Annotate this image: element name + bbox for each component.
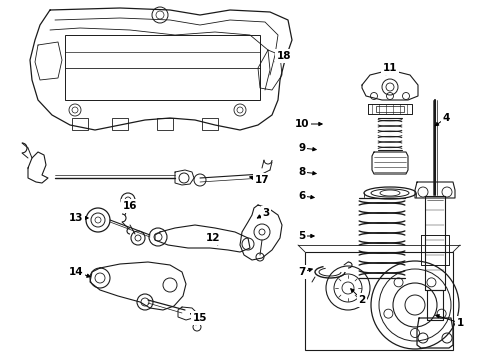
Text: 11: 11 [383,63,397,73]
Text: 8: 8 [298,167,306,177]
Text: 6: 6 [298,191,306,201]
Text: 12: 12 [206,233,220,243]
Text: 18: 18 [277,51,291,61]
Text: 15: 15 [193,313,207,323]
Text: 16: 16 [123,201,137,211]
Bar [157,118,173,130]
Text: 14: 14 [69,267,83,277]
Text: 2: 2 [358,295,366,305]
Text: 3: 3 [262,208,270,218]
Bar [65,35,260,100]
Text: 10: 10 [295,119,309,129]
Bar [305,252,453,350]
Text: 17: 17 [255,175,270,185]
Text: 5: 5 [298,231,306,241]
Text: 7: 7 [298,267,306,277]
Text: 1: 1 [456,318,464,328]
Bar [112,118,128,130]
Bar [202,118,218,130]
Bar [376,106,404,112]
Text: 4: 4 [442,113,450,123]
Text: 9: 9 [298,143,306,153]
Bar [72,118,88,130]
Text: 13: 13 [69,213,83,223]
